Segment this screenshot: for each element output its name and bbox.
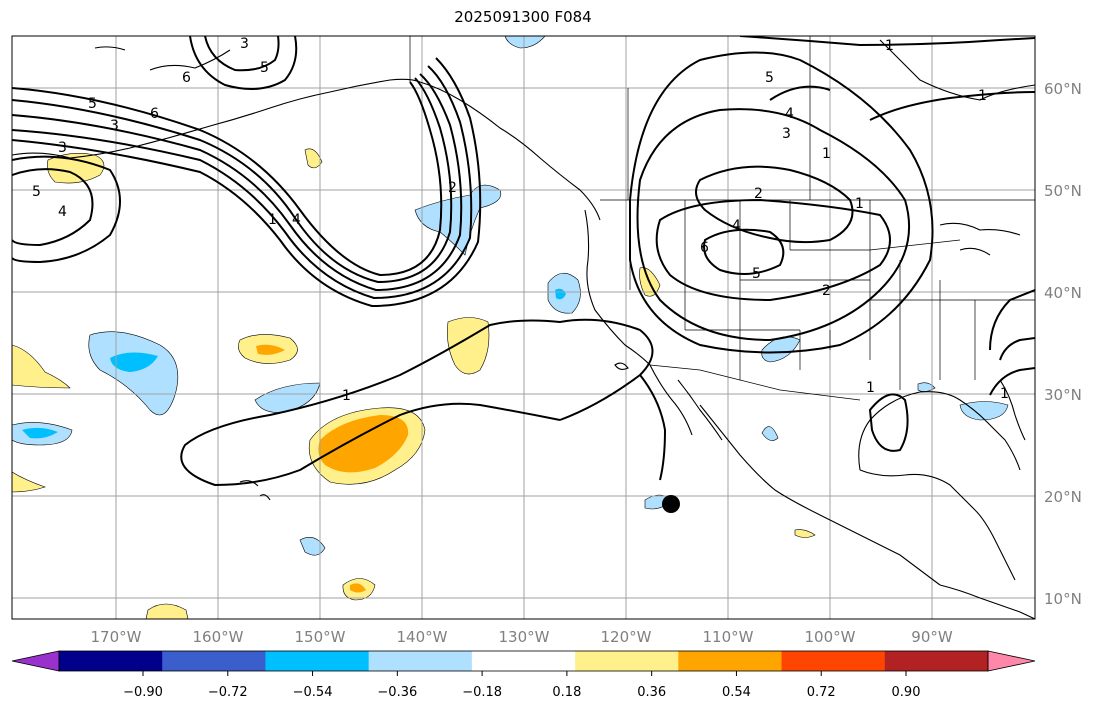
colorbar-cell	[265, 651, 370, 671]
colorbar-cell	[471, 651, 576, 671]
lon-label-90w: 90°W	[911, 628, 953, 646]
longitude-labels: 170°W 160°W 150°W 140°W 130°W 120°W 110°…	[91, 628, 953, 646]
lon-label-100w: 100°W	[805, 628, 856, 646]
positive-anomaly-regions	[12, 148, 816, 619]
contour-label-5-inland: 5	[765, 70, 774, 86]
contour-label-1-pacific: 1	[342, 388, 351, 404]
map-title: 2025091300 F084	[454, 8, 592, 26]
contour-label-4-inland: 4	[785, 106, 794, 122]
colorbar-min-extension	[11, 650, 60, 672]
contour-label-5-west: 5	[88, 96, 97, 112]
contour-label-4-far-west: 4	[58, 204, 67, 220]
lat-label-10: 10°N	[1044, 590, 1082, 608]
lat-label-20: 20°N	[1044, 488, 1082, 506]
lon-label-110w: 110°W	[703, 628, 754, 646]
contour-label-3-north: 3	[240, 36, 249, 52]
contour-label-6-west: 6	[150, 106, 159, 122]
colorbar-tick-label: −0.54	[293, 685, 333, 700]
contour-label-2-inland: 2	[754, 186, 763, 202]
lon-label-160w: 160°W	[193, 628, 244, 646]
lon-label-130w: 130°W	[499, 628, 550, 646]
colorbar-cell	[162, 651, 266, 671]
contour-label-3-far-west: 3	[58, 140, 67, 156]
map-border	[11, 35, 1036, 620]
colorbar-tick-label: 0.90	[892, 685, 921, 700]
lat-label-50: 50°N	[1044, 182, 1082, 200]
lat-label-30: 30°N	[1044, 386, 1082, 404]
colorbar-tick-label: −0.36	[377, 685, 417, 700]
contour-label-1-far-east: 1	[978, 88, 987, 104]
colorbar-cell	[781, 651, 886, 671]
contour-label-3-west: 3	[110, 118, 119, 134]
colorbar-ticks: −0.90 −0.72 −0.54 −0.36 −0.18 0.18 0.36 0.54 0.7…	[123, 671, 920, 700]
colorbar-cells	[59, 651, 989, 671]
contour-label-1-florida: 1	[1000, 386, 1009, 402]
lat-label-60: 60°N	[1044, 80, 1082, 98]
contour-lines	[12, 36, 1035, 487]
lon-label-120w: 120°W	[601, 628, 652, 646]
contour-value-labels: 3 5 6 5 6 3 3 5 4 1 4 2 1 5 4 3 1 2 4 6 …	[32, 36, 1009, 404]
contour-label-5-far-west: 5	[32, 184, 41, 200]
colorbar-cell	[575, 651, 679, 671]
colorbar-cell	[368, 651, 473, 671]
lat-label-40: 40°N	[1044, 284, 1082, 302]
colorbar-tick-label: −0.90	[123, 685, 163, 700]
contour-label-3-inland: 3	[782, 126, 791, 142]
graticule	[12, 36, 1035, 619]
colorbar-cell	[59, 651, 163, 671]
colorbar-tick-label: 0.54	[722, 685, 751, 700]
colorbar-tick-label: 0.36	[637, 685, 666, 700]
colorbar-cell	[884, 651, 989, 671]
contour-label-5-north: 5	[260, 60, 269, 76]
contour-label-5-center: 5	[752, 266, 761, 282]
colorbar-cell	[678, 651, 783, 671]
contour-label-6-north: 6	[182, 70, 191, 86]
lon-label-150w: 150°W	[295, 628, 346, 646]
contour-label-6-center: 6	[700, 240, 709, 256]
colorbar-tick-label: −0.18	[462, 685, 502, 700]
storm-position-marker	[662, 495, 680, 513]
lon-label-170w: 170°W	[91, 628, 142, 646]
contour-label-2-trough: 2	[448, 180, 457, 196]
colorbar-outline	[58, 650, 989, 672]
latitude-labels: 60°N 50°N 40°N 30°N 20°N 10°N	[1044, 80, 1082, 608]
contour-label-1-north-east: 1	[885, 38, 894, 54]
contour-label-1-inland: 1	[822, 146, 831, 162]
colorbar: −0.90 −0.72 −0.54 −0.36 −0.18 0.18 0.36 0.54 0.7…	[11, 650, 1036, 700]
contour-label-2-center: 2	[822, 283, 831, 299]
colorbar-tick-label: 0.18	[552, 685, 581, 700]
contour-label-4-center: 4	[732, 218, 741, 234]
contour-label-1-gulf: 1	[866, 380, 875, 396]
negative-anomaly-regions	[12, 36, 1009, 556]
contour-label-1-trough: 1	[268, 212, 277, 228]
contour-label-1-east: 1	[855, 196, 864, 212]
colorbar-tick-label: 0.72	[807, 685, 836, 700]
lon-label-140w: 140°W	[397, 628, 448, 646]
colorbar-max-extension	[987, 650, 1036, 672]
colorbar-tick-label: −0.72	[208, 685, 248, 700]
contour-label-4-trough: 4	[292, 212, 301, 228]
